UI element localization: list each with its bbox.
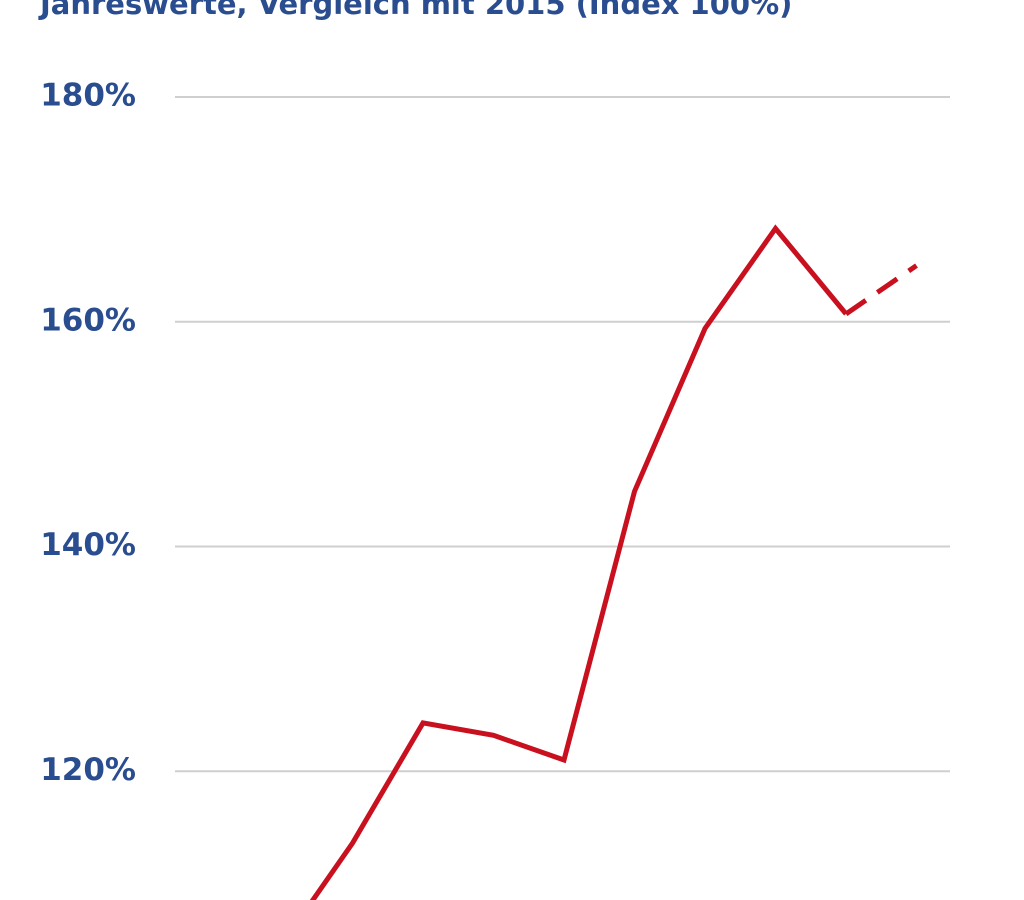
data-line [844,263,918,316]
chart-title: Jahreswerte, Vergleich mit 2015 (Index 1… [38,0,792,21]
data-line [309,224,848,900]
y-tick-label: 180% [40,78,136,114]
y-tick-label: 160% [40,302,136,338]
y-tick-label: 120% [40,752,136,788]
y-tick-label: 140% [40,527,136,563]
